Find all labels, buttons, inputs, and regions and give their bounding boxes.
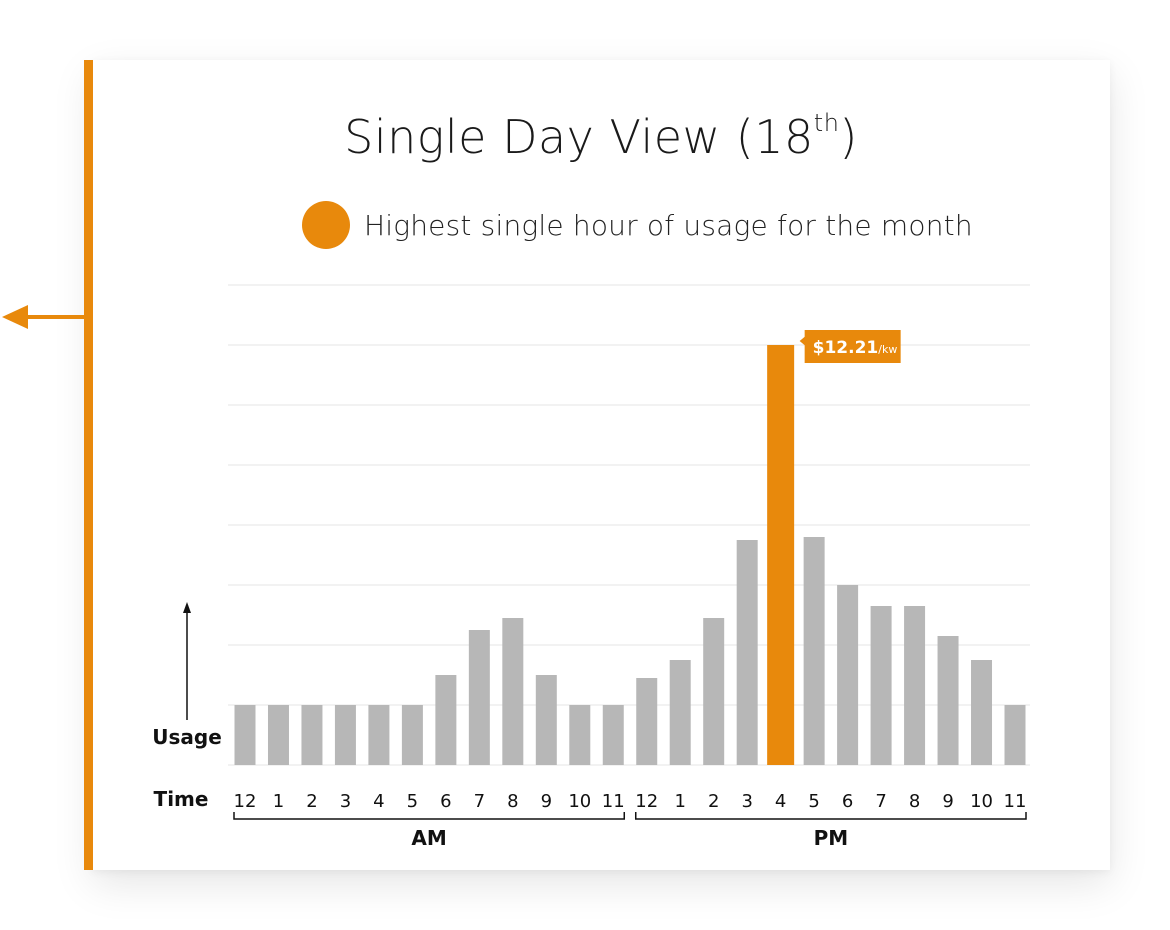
annotation-label: $12.21/kw [813,338,898,358]
group-label: PM [814,826,849,850]
x-tick-label: 11 [1004,791,1027,812]
y-axis-label: Usage [152,725,222,749]
x-tick-label: 3 [741,791,752,812]
bar [904,606,926,765]
x-tick-label: 8 [507,791,518,812]
group-bracket [634,812,1027,820]
bar [803,537,825,765]
bar [602,705,624,765]
accent-bar [84,60,93,870]
x-tick-label: 11 [602,791,625,812]
bar [267,705,289,765]
x-tick-label: 4 [775,791,786,812]
annotation-box [804,330,901,363]
back-arrow-icon[interactable] [0,300,90,334]
bar [837,585,859,765]
x-tick-label: 5 [808,791,819,812]
legend-label: Highest single hour of usage for the mon… [364,208,973,242]
bar [401,705,423,765]
x-tick-label: 9 [942,791,953,812]
bar [234,705,256,765]
bar [502,618,524,765]
bar [669,660,691,765]
bar [368,705,390,765]
x-tick-label: 10 [970,791,993,812]
x-tick-label: 6 [842,791,853,812]
bar [435,675,457,765]
x-tick-label: 7 [875,791,886,812]
bar [535,675,557,765]
bar [334,705,356,765]
x-tick-label: 2 [306,791,317,812]
chart-title-main: Single Day View (18 [344,110,814,164]
bar [870,606,892,765]
bar [468,630,490,765]
legend-dot-icon [302,201,350,249]
group-label: AM [411,826,446,850]
x-tick-label: 12 [635,791,658,812]
legend: Highest single hour of usage for the mon… [302,200,973,250]
x-tick-label: 10 [568,791,591,812]
bar [736,540,758,765]
annotation-pointer [799,336,806,346]
x-tick-label: 2 [708,791,719,812]
x-tick-label: 6 [440,791,451,812]
x-tick-label: 9 [541,791,552,812]
bar [937,636,959,765]
x-axis-label: Time [154,787,209,811]
bar [569,705,591,765]
x-tick-label: 4 [373,791,384,812]
bar [1004,705,1026,765]
x-tick-label: 8 [909,791,920,812]
chart-title-superscript: th [813,109,840,137]
bar [767,345,795,765]
x-tick-label: 7 [474,791,485,812]
group-bracket [233,812,626,820]
x-tick-label: 5 [407,791,418,812]
x-tick-label: 3 [340,791,351,812]
chart-title-end: ) [839,110,858,164]
chart-title: Single Day View (18th) [92,110,1110,164]
bar [301,705,323,765]
y-axis-arrow-icon [183,602,191,613]
x-tick-label: 12 [234,791,257,812]
bar [971,660,993,765]
bar [636,678,658,765]
bar [703,618,725,765]
x-tick-label: 1 [273,791,284,812]
x-tick-label: 1 [674,791,685,812]
